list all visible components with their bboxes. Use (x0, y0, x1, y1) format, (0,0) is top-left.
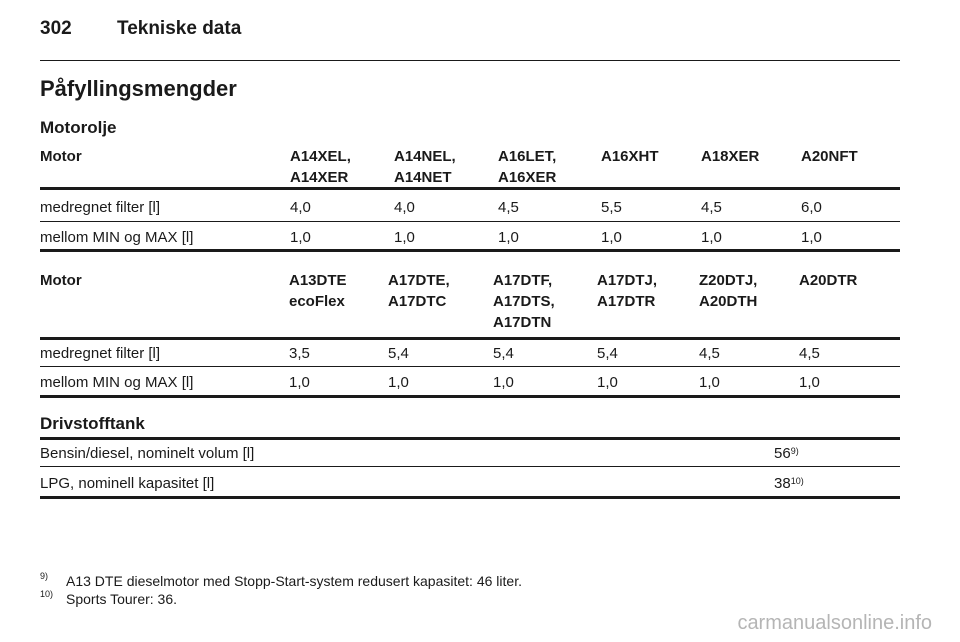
table1-row2-cell: 1,0 (701, 229, 722, 246)
table2-bottom-rule (40, 395, 900, 398)
table1-row2-cell: 1,0 (801, 229, 822, 246)
table2-row2-cell: 1,0 (597, 374, 618, 391)
fuel-row-value: 569) (774, 445, 799, 462)
table2-row2-cell: 1,0 (388, 374, 409, 391)
table2-row1-cell: 5,4 (493, 345, 514, 362)
table2-row1-label: medregnet filter [l] (40, 345, 161, 362)
fuel-top-rule (40, 437, 900, 440)
fuel-row-value: 3810) (774, 475, 804, 492)
footnote-marker: 10) (40, 589, 54, 599)
table1-row1-cell: 4,0 (290, 199, 311, 216)
table1-header-col4: A16XHT (601, 148, 659, 165)
table1-row2-cell: 1,0 (394, 229, 415, 246)
table2-row2-cell: 1,0 (799, 374, 820, 391)
footnote-text: Sports Tourer: 36. (66, 591, 178, 607)
table2-header-col2: A17DTE, A17DTC (388, 272, 450, 310)
table2-header-motor: Motor (40, 272, 82, 289)
footnote-ref: 10) (790, 476, 804, 486)
header-rule (40, 60, 900, 61)
table1-row1-cell: 4,0 (394, 199, 415, 216)
table1-header-col6: A20NFT (801, 148, 858, 165)
table2-header-col3: A17DTF, A17DTS, A17DTN (493, 272, 555, 331)
table2-row1-cell: 3,5 (289, 345, 310, 362)
table2-row2-cell: 1,0 (289, 374, 310, 391)
section-title: Påfyllingsmengder (40, 76, 237, 101)
fuel-subtitle: Drivstofftank (40, 414, 145, 433)
table1-row2-label: mellom MIN og MAX [l] (40, 229, 194, 246)
table1-header-motor: Motor (40, 148, 82, 165)
table2-header-col1: A13DTE ecoFlex (289, 272, 347, 310)
table1-row2-cell: 1,0 (498, 229, 519, 246)
table2-row2-cell: 1,0 (493, 374, 514, 391)
table1-header-col2: A14NEL, A14NET (394, 148, 456, 186)
table2-row2-cell: 1,0 (699, 374, 720, 391)
table2-row1-cell: 5,4 (388, 345, 409, 362)
table1-bottom-rule (40, 249, 900, 252)
table2-row-divider (40, 366, 900, 367)
table1-header-col3: A16LET, A16XER (498, 148, 557, 186)
table1-header-rule (40, 187, 900, 190)
fuel-row-label: Bensin/diesel, nominelt volum [l] (40, 445, 255, 462)
fuel-row-divider (40, 466, 900, 467)
table2-header-col5: Z20DTJ, A20DTH (699, 272, 758, 310)
table2-row2-label: mellom MIN og MAX [l] (40, 374, 194, 391)
table1-row1-cell: 4,5 (498, 199, 519, 216)
table1-row1-cell: 4,5 (701, 199, 722, 216)
table1-row-divider (40, 221, 900, 222)
fuel-row-label: LPG, nominell kapasitet [l] (40, 475, 215, 492)
watermark: carmanualsonline.info (737, 612, 932, 634)
fuel-bottom-rule (40, 496, 900, 499)
footnote-marker: 9) (40, 571, 49, 581)
table1-row2-cell: 1,0 (290, 229, 311, 246)
table1-row1-cell: 6,0 (801, 199, 822, 216)
table1-row2-cell: 1,0 (601, 229, 622, 246)
footnote-text: A13 DTE dieselmotor med Stopp-Start-syst… (66, 573, 522, 589)
oil-subtitle: Motorolje (40, 118, 117, 137)
table2-header-col6: A20DTR (799, 272, 858, 289)
table2-header-col4: A17DTJ, A17DTR (597, 272, 658, 310)
table2-header-rule (40, 337, 900, 340)
table1-header-col1: A14XEL, A14XER (290, 148, 351, 186)
table1-header-col5: A18XER (701, 148, 760, 165)
table1-row1-cell: 5,5 (601, 199, 622, 216)
table2-row1-cell: 4,5 (699, 345, 720, 362)
table2-row1-cell: 5,4 (597, 345, 618, 362)
page-header-title: Tekniske data (117, 18, 242, 39)
table2-row1-cell: 4,5 (799, 345, 820, 362)
footnote-ref: 9) (790, 446, 799, 456)
table1-row1-label: medregnet filter [l] (40, 199, 161, 216)
page-number: 302 (40, 18, 72, 39)
